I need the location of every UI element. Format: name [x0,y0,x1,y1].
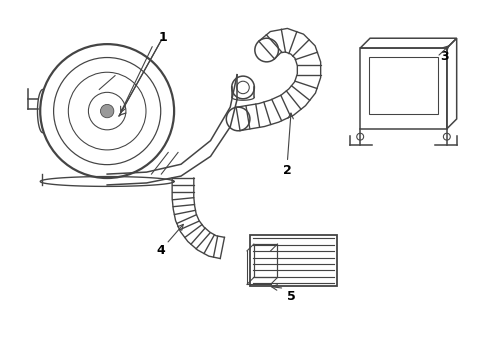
Text: 4: 4 [157,244,166,257]
Circle shape [100,104,114,118]
Text: 5: 5 [287,290,295,303]
Text: 3: 3 [441,50,449,63]
Text: 1: 1 [159,31,168,44]
Text: 2: 2 [283,164,292,177]
